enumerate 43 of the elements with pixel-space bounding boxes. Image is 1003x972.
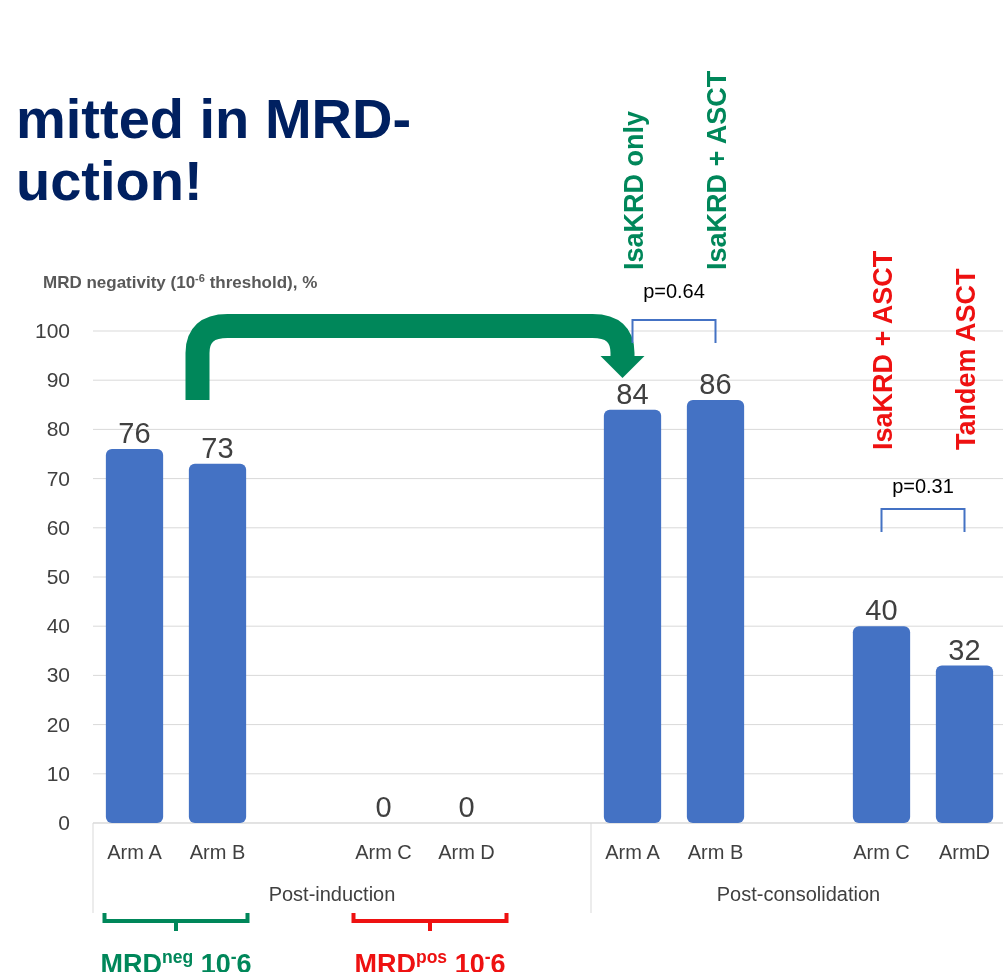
y-tick-label: 10	[46, 761, 70, 785]
y-tick-label: 80	[46, 417, 70, 441]
x-tick-label: Arm C	[355, 841, 412, 863]
text: IsaKRD + ASCT	[701, 70, 732, 270]
x-tick-label: Arm C	[853, 841, 910, 863]
x-tick-label: Arm A	[107, 841, 163, 863]
x-tick-label: Arm A	[605, 841, 661, 863]
x-tick-label: Arm B	[687, 841, 744, 863]
bar	[603, 409, 662, 823]
y-tick-label: 70	[46, 466, 70, 490]
data-label: 84	[616, 377, 649, 410]
annotation: Tandem ASCT	[950, 267, 981, 450]
data-label: 86	[699, 367, 732, 400]
data-label: 0	[375, 791, 392, 823]
y-tick-label: 0	[58, 811, 70, 834]
data-label: 76	[118, 417, 151, 450]
text: Post-induction	[268, 883, 396, 905]
bar	[188, 463, 247, 823]
text: IsaKRD only	[618, 110, 649, 270]
bar	[105, 449, 164, 823]
x-tick-label: Arm B	[189, 841, 246, 863]
y-tick-label: 40	[46, 614, 70, 638]
data-label: 40	[865, 594, 898, 627]
annotation: p=0.31	[892, 475, 954, 497]
y-tick-label: 20	[46, 712, 70, 736]
y-tick-label: 50	[46, 565, 70, 588]
y-tick-label: 60	[46, 515, 70, 539]
bar	[852, 626, 911, 823]
bar	[686, 399, 745, 823]
annotation: IsaKRD + ASCT	[867, 250, 898, 450]
y-tick-label: 30	[46, 663, 70, 687]
y-tick-label: 90	[46, 368, 70, 392]
bar	[935, 665, 994, 823]
x-tick-label: ArmD	[938, 841, 991, 863]
data-label: 32	[948, 633, 981, 666]
chart-title: mitted in MRD- uction!	[16, 87, 412, 212]
text: p=0.64	[643, 280, 705, 302]
y-axis-title: MRD negativity (10$^{-6}$ threshold), %	[43, 272, 318, 292]
data-label: 0	[458, 791, 475, 823]
data-label: 73	[201, 431, 234, 464]
x-tick-label: Arm D	[438, 841, 495, 863]
text: Post-consolidation	[716, 883, 881, 905]
y-tick-label: 100	[34, 319, 70, 342]
